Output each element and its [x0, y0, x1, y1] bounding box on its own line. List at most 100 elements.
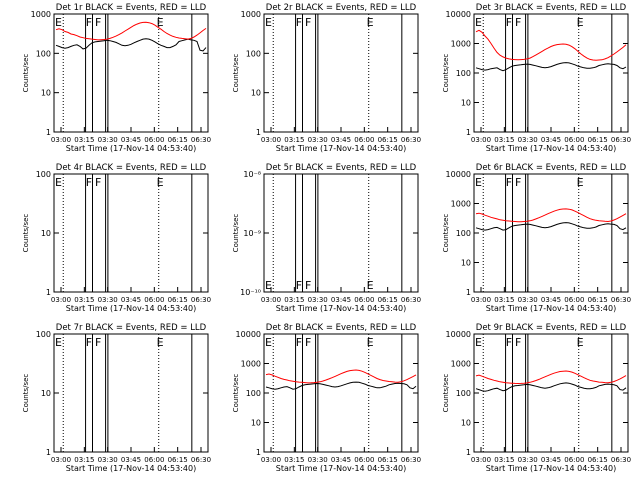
x-tick-label: 06:00	[354, 296, 374, 304]
y-axis-label: Counts/sec	[22, 374, 30, 413]
x-tick-label: 03:45	[541, 136, 561, 144]
x-tick-label: 03:45	[331, 136, 351, 144]
x-tick-label: 03:00	[51, 456, 71, 464]
x-axis-label: Start Time (17-Nov-14 04:53:40)	[276, 464, 406, 473]
x-tick-label: 06:00	[144, 296, 164, 304]
event-letter: F	[305, 279, 311, 292]
x-axis-label: Start Time (17-Nov-14 04:53:40)	[66, 144, 196, 153]
plot-frame	[263, 173, 419, 293]
event-letter: F	[515, 336, 521, 349]
chart-title: Det 2r BLACK = Events, RED = LLD	[266, 3, 417, 13]
y-tick-label: 1	[466, 448, 471, 457]
y-tick-label: 1000	[31, 10, 51, 19]
detector-panel: Det 1r BLACK = Events, RED = LLD 1 10 100 10…	[22, 3, 211, 153]
x-tick-label: 06:30	[401, 456, 421, 464]
event-letter: E	[265, 279, 272, 292]
event-letter: E	[577, 176, 584, 189]
x-tick-label: 06:30	[611, 296, 631, 304]
event-letter: F	[506, 336, 512, 349]
x-axis-label: Start Time (17-Nov-14 04:53:40)	[486, 464, 616, 473]
plot-frame	[263, 13, 419, 133]
event-letter: E	[55, 16, 62, 29]
y-tick-label: 1	[46, 128, 51, 137]
y-tick-label: 10000	[446, 10, 471, 19]
x-tick-label: 03:45	[121, 136, 141, 144]
x-tick-label: 03:45	[541, 296, 561, 304]
x-tick-label: 03:45	[331, 296, 351, 304]
y-tick-label: 100	[456, 389, 471, 398]
event-letter: F	[515, 16, 521, 29]
y-tick-label: 10000	[446, 170, 471, 179]
x-tick-label: 03:45	[331, 456, 351, 464]
event-letter: F	[506, 16, 512, 29]
chart-title: Det 3r BLACK = Events, RED = LLD	[476, 3, 627, 13]
lld-series	[475, 208, 627, 223]
y-tick-label: 10⁻⁹	[243, 229, 261, 238]
x-axis-label: Start Time (17-Nov-14 04:53:40)	[276, 304, 406, 313]
lld-series	[475, 29, 627, 61]
y-tick-label: 100	[246, 49, 261, 58]
event-letter: F	[86, 16, 92, 29]
y-axis-label: Counts/sec	[22, 214, 30, 253]
x-tick-label: 06:00	[564, 456, 584, 464]
y-tick-label: 100	[36, 49, 51, 58]
x-tick-label: 03:15	[74, 136, 94, 144]
y-tick-label: 10	[251, 89, 261, 98]
x-tick-label: 06:30	[401, 296, 421, 304]
y-tick-label: 10	[251, 419, 261, 428]
event-letter: F	[305, 16, 311, 29]
event-letter: E	[55, 336, 62, 349]
lld-series	[475, 370, 627, 385]
event-letter: E	[157, 336, 164, 349]
x-tick-label: 03:30	[518, 136, 538, 144]
chart-title: Det 1r BLACK = Events, RED = LLD	[56, 3, 207, 13]
events-series	[475, 62, 627, 72]
event-letter: F	[95, 176, 101, 189]
plot-frame	[53, 333, 209, 453]
x-tick-label: 06:15	[378, 296, 398, 304]
x-axis-label: Start Time (17-Nov-14 04:53:40)	[66, 464, 196, 473]
x-tick-label: 03:00	[261, 456, 281, 464]
x-tick-label: 03:30	[98, 456, 118, 464]
y-tick-label: 1	[466, 128, 471, 137]
x-tick-label: 06:00	[144, 456, 164, 464]
lld-series	[55, 21, 207, 41]
y-tick-label: 10	[41, 229, 51, 238]
x-tick-label: 06:15	[378, 456, 398, 464]
y-tick-label: 1000	[451, 360, 471, 369]
x-tick-label: 06:30	[191, 136, 211, 144]
event-letter: E	[367, 279, 374, 292]
event-letter: F	[86, 176, 92, 189]
x-tick-label: 06:00	[354, 456, 374, 464]
y-tick-label: 10⁻⁸	[243, 170, 261, 179]
x-tick-label: 03:00	[471, 136, 491, 144]
y-tick-label: 1000	[451, 200, 471, 209]
detector-panel: Det 9r BLACK = Events, RED = LLD 1 10 100 10…	[442, 323, 631, 473]
events-series	[265, 381, 417, 390]
plot-frame	[263, 333, 419, 453]
x-tick-label: 06:00	[354, 136, 374, 144]
x-tick-label: 03:30	[98, 296, 118, 304]
x-tick-label: 03:00	[261, 136, 281, 144]
event-letter: E	[475, 336, 482, 349]
events-series	[55, 38, 207, 52]
x-axis-label: Start Time (17-Nov-14 04:53:40)	[486, 304, 616, 313]
events-series	[475, 222, 627, 231]
y-tick-label: 10⁻¹⁰	[240, 288, 261, 297]
y-tick-label: 10	[41, 89, 51, 98]
y-tick-label: 1	[46, 288, 51, 297]
event-letter: F	[296, 336, 302, 349]
y-axis-label: Counts/sec	[442, 374, 450, 413]
y-tick-label: 1	[256, 128, 261, 137]
y-tick-label: 10	[461, 419, 471, 428]
x-tick-label: 06:30	[401, 136, 421, 144]
x-tick-label: 03:30	[98, 136, 118, 144]
y-axis-label: Counts/sec	[22, 54, 30, 93]
chart-title: Det 9r BLACK = Events, RED = LLD	[476, 323, 627, 333]
event-letter: F	[86, 336, 92, 349]
x-tick-label: 03:15	[284, 456, 304, 464]
y-axis-label: Counts/sec	[232, 54, 240, 93]
x-tick-label: 03:15	[494, 296, 514, 304]
y-tick-label: 100	[36, 330, 51, 339]
